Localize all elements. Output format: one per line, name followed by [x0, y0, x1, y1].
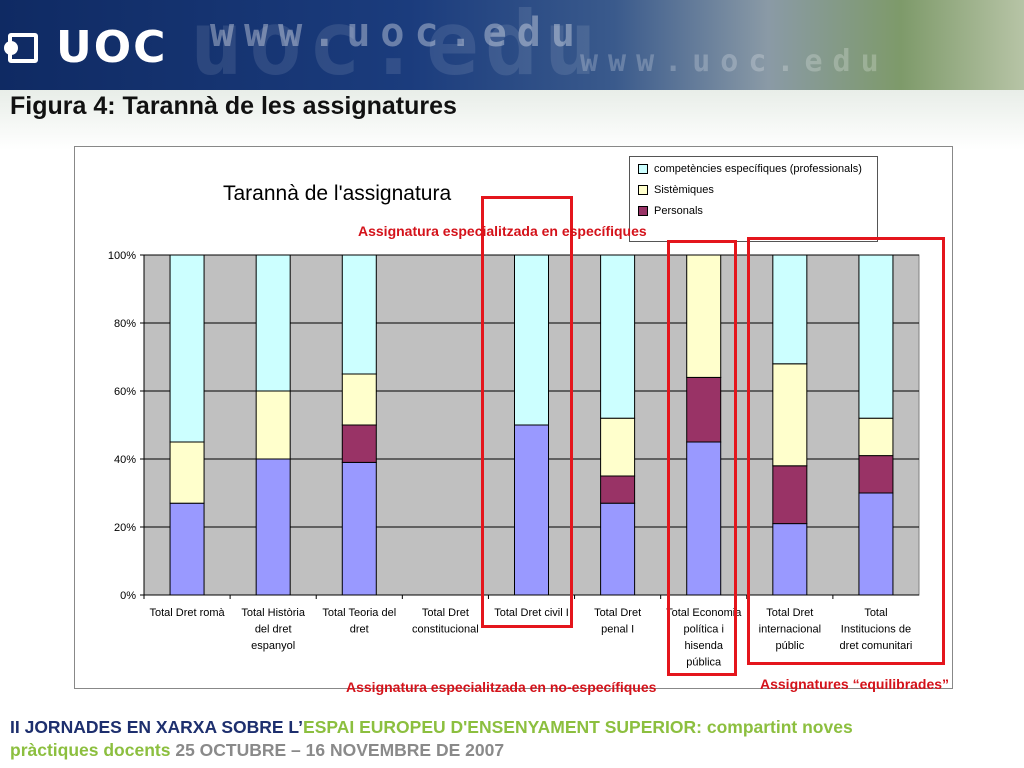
x-tick-label: Total Dret internacional públic	[759, 607, 821, 652]
bar-segment	[772, 254, 808, 365]
x-tick-label-line: política i	[684, 624, 724, 636]
y-tick-label: 40%	[114, 454, 136, 466]
bar-segment	[858, 254, 894, 419]
x-tick-label-line: pública	[686, 657, 722, 669]
y-tick-label: 20%	[114, 522, 136, 534]
x-tick-label-line: dret	[350, 624, 369, 636]
legend-item-personals: Personals	[638, 205, 703, 217]
x-tick-label-line: Total	[864, 607, 887, 619]
x-tick-label-line: Total Dret civil I	[494, 607, 569, 619]
legend-label: Personals	[654, 205, 703, 217]
banner-watermark: uoc.edu	[190, 0, 603, 90]
x-tick-label-line: dret comunitari	[840, 640, 913, 652]
annotation-especifiques: Assignatura especialitzada en específiqu…	[358, 223, 647, 239]
x-tick-label-line: constitucional	[412, 624, 479, 636]
x-tick-label-line: hisenda	[684, 640, 723, 652]
y-tick-label: 100%	[108, 250, 136, 262]
x-tick-label: Total Institucions de dret comunitari	[840, 607, 913, 652]
bar-segment	[600, 502, 636, 596]
x-tick-label-line: Total Teoria del	[322, 607, 396, 619]
annotation-equilibrades: Assignatures “equilibrades”	[760, 676, 950, 692]
x-tick-label-line: espanyol	[251, 640, 295, 652]
x-tick-label-line: internacional	[759, 624, 821, 636]
bar-segment	[169, 254, 205, 443]
bar-segment	[341, 461, 377, 596]
footer-part-3: pràctiques docents	[10, 740, 171, 760]
x-tick-label-line: Total Economia	[666, 607, 742, 619]
x-tick-label: Total Economia política i hisenda pública	[666, 607, 742, 669]
bar-segment	[600, 417, 636, 477]
x-tick-label-line: Total Dret romà	[149, 607, 225, 619]
x-tick-label-line: Institucions de	[841, 624, 911, 636]
legend-item-especifiques: competències específiques (professionals…	[638, 163, 862, 175]
footer-part-1: II JORNADES EN XARXA SOBRE L’	[10, 717, 304, 737]
legend-label: Sistèmiques	[654, 184, 714, 196]
legend-swatch	[638, 164, 648, 174]
bar-segment	[255, 254, 291, 392]
legend-swatch	[638, 206, 648, 216]
x-tick-label: Total Dret penal I	[594, 607, 641, 636]
banner-url: www.uoc.edu	[210, 10, 585, 56]
figure-title: Figura 4: Tarannà de les assignatures	[10, 92, 457, 120]
x-tick-label: Total Teoria del dret	[322, 607, 396, 636]
chart-title: Tarannà de l'assignatura	[223, 182, 451, 205]
bar-segment	[514, 424, 549, 596]
bar-segment	[255, 390, 291, 460]
bar-segment	[858, 417, 894, 457]
highlight-box-equilibrades	[747, 237, 945, 665]
legend-swatch	[638, 185, 648, 195]
bar-segment	[600, 475, 636, 504]
x-tick-label-line: Total Dret	[766, 607, 813, 619]
uoc-logo-icon	[4, 32, 38, 63]
bar-segment	[686, 254, 722, 378]
footer-text: II JORNADES EN XARXA SOBRE L’ESPAI EUROP…	[10, 716, 1010, 762]
x-tick-label-line: penal I	[601, 624, 634, 636]
bar-segment	[169, 441, 205, 504]
bar-segment	[169, 502, 205, 596]
bar-segment	[772, 465, 808, 525]
banner-fade	[0, 90, 1024, 150]
legend-label: competències específiques (professionals…	[654, 163, 862, 175]
x-tick-label: Total Dret constitucional	[412, 607, 479, 636]
header-banner: uoc.edu www.uoc.edu www.uoc.edu UOC	[0, 0, 1024, 90]
footer-part-4: 25 OCTUBRE – 16 NOVEMBRE DE 2007	[170, 740, 505, 760]
x-tick-label-line: Total Dret	[422, 607, 469, 619]
x-tick-label-line: Total Història	[241, 607, 305, 619]
legend-item-sistemiques: Sistèmiques	[638, 184, 714, 196]
bar-segment	[341, 424, 377, 463]
bar-segment	[686, 376, 722, 443]
footer-part-2: ESPAI EUROPEU D'ENSENYAMENT SUPERIOR: co…	[303, 717, 853, 737]
bar-segment	[341, 254, 377, 375]
uoc-logo-text: UOC	[56, 22, 168, 73]
highlight-box-especifiques	[481, 196, 573, 628]
uoc-logo: UOC	[4, 22, 168, 73]
x-tick-label: Total Dret romà	[149, 607, 225, 619]
bar-segment	[858, 455, 894, 494]
annotation-no-especifiques: Assignatura especialitzada en no-específ…	[346, 679, 657, 695]
bar-segment	[341, 373, 377, 426]
bar-segment	[600, 254, 636, 419]
bar-segment	[255, 458, 291, 596]
highlight-box-no-especifiques	[667, 240, 737, 676]
banner-url-secondary: www.uoc.edu	[580, 44, 889, 79]
x-tick-label-line: del dret	[255, 624, 292, 636]
x-tick-label-line: públic	[775, 640, 804, 652]
y-tick-label: 80%	[114, 318, 136, 330]
bar-segment	[686, 441, 722, 596]
y-tick-label: 60%	[114, 386, 136, 398]
x-tick-label: Total Dret civil I	[494, 607, 569, 619]
x-tick-label: Total Història del dret espanyol	[241, 607, 305, 652]
x-tick-label-line: Total Dret	[594, 607, 641, 619]
y-tick-label: 0%	[120, 590, 136, 602]
bar-segment	[514, 254, 549, 426]
chart-legend: competències específiques (professionals…	[629, 156, 878, 242]
